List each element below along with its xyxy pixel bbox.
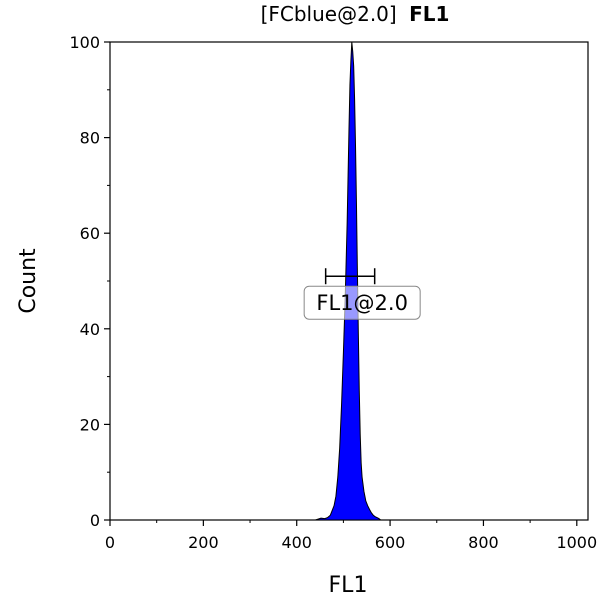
y-tick-label: 40 <box>80 320 100 339</box>
gate-label[interactable]: FL1@2.0 <box>316 291 408 315</box>
x-axis-title: FL1 <box>329 573 368 598</box>
y-tick-label: 80 <box>80 129 100 148</box>
chart-title: [FCblue@2.0] FL1 <box>261 2 450 26</box>
gate-marker[interactable]: FL1@2.0 <box>303 268 421 320</box>
chart-title-prefix: [FCblue@2.0] <box>261 2 397 26</box>
y-tick-label: 100 <box>69 33 100 52</box>
y-axis-title: Count <box>16 248 41 314</box>
chart-title-main: FL1 <box>409 2 449 26</box>
x-tick-label: 1000 <box>556 533 597 552</box>
x-tick-label: 200 <box>188 533 219 552</box>
x-tick-label: 800 <box>468 533 499 552</box>
x-tick-label: 600 <box>375 533 406 552</box>
histogram-series <box>315 41 382 521</box>
y-tick-label: 20 <box>80 415 100 434</box>
y-tick-label: 60 <box>80 224 100 243</box>
x-axis-ticks: 0 200 400 600 800 1000 <box>105 520 597 552</box>
gate-label-box[interactable] <box>303 285 421 320</box>
x-tick-label: 0 <box>105 533 115 552</box>
y-tick-label: 0 <box>90 511 100 530</box>
x-tick-label: 400 <box>281 533 312 552</box>
y-axis-ticks: 0 20 40 60 80 100 <box>69 33 110 530</box>
